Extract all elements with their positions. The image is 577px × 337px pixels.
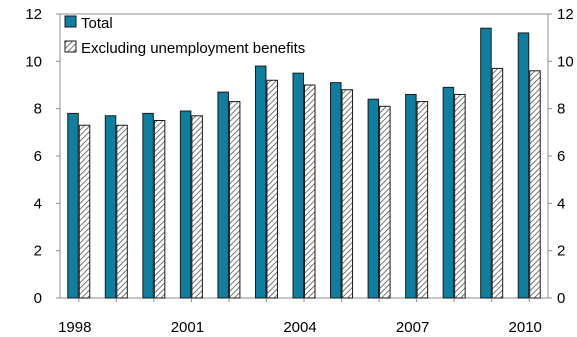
- bar-excluding-unemployment-benefits: [304, 84, 316, 299]
- legend-label-total: Total: [81, 15, 113, 32]
- legend-label-excluding-unemployment-benefits: Excluding unemployment benefits: [81, 40, 305, 57]
- y-tick-label-right: 2: [557, 243, 565, 260]
- bar-excluding-unemployment-benefits: [379, 105, 391, 299]
- legend-swatch-excluding-unemployment-benefits: [64, 40, 77, 53]
- bar-total: [330, 82, 342, 299]
- bar-total: [254, 65, 267, 299]
- bar-excluding-unemployment-benefits: [416, 101, 429, 299]
- bar-excluding-unemployment-benefits: [78, 124, 91, 299]
- x-tick-label: 1998: [58, 319, 91, 336]
- plot-bars: [67, 27, 541, 299]
- bar-excluding-unemployment-benefits: [116, 124, 128, 299]
- bar-total: [405, 93, 417, 299]
- y-tick-label-left: 8: [34, 101, 42, 118]
- bar-total: [367, 98, 380, 299]
- y-tick-label-right: 6: [557, 148, 565, 165]
- bar-excluding-unemployment-benefits: [228, 101, 241, 299]
- x-tick-label: 2001: [171, 319, 204, 336]
- bar-excluding-unemployment-benefits: [491, 67, 504, 299]
- y-tick-label-left: 2: [34, 243, 42, 260]
- legend-swatch-total: [64, 15, 77, 28]
- bar-excluding-unemployment-benefits: [454, 93, 466, 299]
- y-tick-label-right: 10: [557, 53, 574, 70]
- y-tick-label-right: 0: [557, 290, 565, 307]
- x-tick-label: 2010: [509, 319, 542, 336]
- bar-total: [442, 86, 455, 299]
- x-tick-label: 2007: [396, 319, 429, 336]
- y-tick-label-left: 0: [34, 290, 42, 307]
- bar-total: [517, 32, 530, 299]
- bar-excluding-unemployment-benefits: [529, 70, 541, 299]
- bar-excluding-unemployment-benefits: [191, 115, 203, 299]
- y-tick-label-right: 8: [557, 101, 565, 118]
- bar-excluding-unemployment-benefits: [153, 120, 166, 299]
- bar-total: [480, 27, 492, 299]
- y-tick-label-left: 6: [34, 148, 42, 165]
- x-tick-label: 2004: [283, 319, 316, 336]
- y-tick-label-left: 10: [25, 53, 42, 70]
- bar-total: [67, 112, 79, 299]
- legend: Total Excluding unemployment benefits: [64, 15, 305, 57]
- bar-total: [179, 110, 192, 299]
- y-tick-label-left: 12: [25, 6, 42, 23]
- y-tick-label-right: 4: [557, 195, 565, 212]
- bar-total: [292, 72, 304, 299]
- bar-total: [142, 112, 154, 299]
- y-tick-label-right: 12: [557, 6, 574, 23]
- bar-total: [217, 91, 229, 299]
- bar-excluding-unemployment-benefits: [341, 89, 354, 299]
- axis-ticks: 0 0 2 2 4 4 6 6 8 8 10 10 12 12 1998 2001 2004 2007 2010: [25, 6, 573, 336]
- bar-total: [104, 115, 117, 299]
- y-tick-label-left: 4: [34, 195, 42, 212]
- bar-excluding-unemployment-benefits: [266, 79, 278, 299]
